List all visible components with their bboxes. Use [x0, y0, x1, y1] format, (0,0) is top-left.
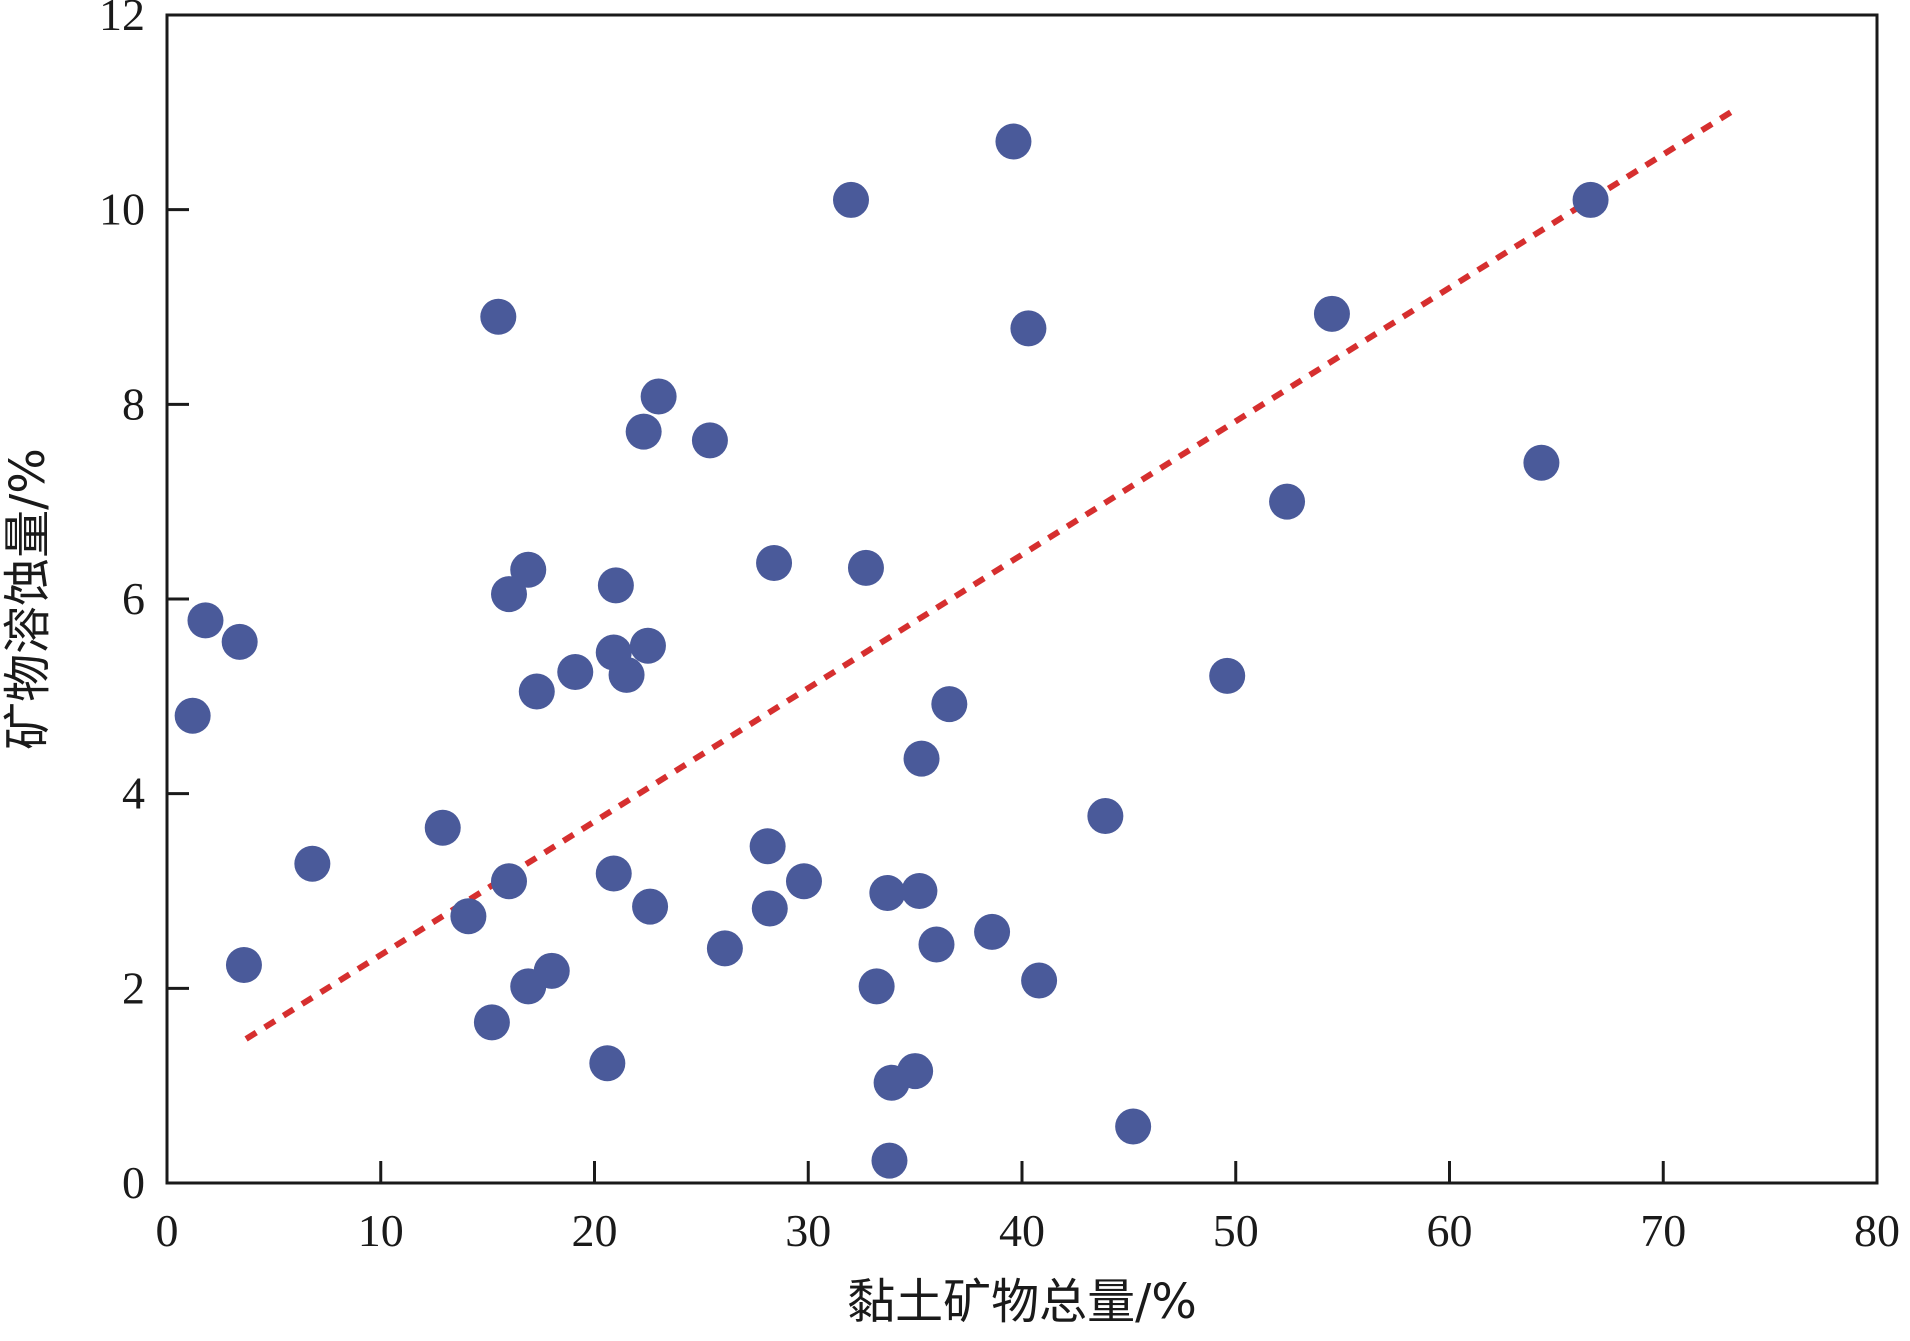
data-point: [174, 697, 211, 734]
data-point: [749, 828, 786, 865]
data-point: [424, 809, 461, 846]
x-tick-label: 40: [999, 1205, 1045, 1256]
data-point: [225, 946, 262, 983]
data-point: [1115, 1108, 1152, 1145]
data-point: [557, 654, 594, 690]
y-tick-label: 10: [99, 184, 145, 235]
data-point: [589, 1045, 626, 1082]
x-tick-label: 80: [1854, 1205, 1900, 1256]
data-point: [1572, 181, 1609, 218]
x-tick-label: 20: [572, 1205, 618, 1256]
data-point: [847, 549, 884, 586]
data-point: [595, 855, 632, 892]
data-point: [221, 623, 258, 660]
data-point: [1021, 962, 1058, 999]
data-point: [1010, 310, 1047, 347]
y-tick-label: 0: [122, 1157, 145, 1208]
data-point: [510, 551, 547, 588]
x-axis-title: 黏土矿物总量/%: [847, 1274, 1197, 1330]
data-point: [533, 952, 570, 989]
data-point: [491, 863, 527, 900]
data-point: [450, 898, 487, 935]
data-point: [1313, 295, 1350, 332]
x-tick-label: 60: [1427, 1205, 1473, 1256]
data-point: [625, 413, 662, 450]
data-point: [632, 888, 669, 925]
data-point: [1523, 444, 1560, 481]
y-tick-label: 12: [99, 0, 145, 40]
y-tick-label: 2: [122, 962, 145, 1013]
x-tick-label: 10: [358, 1205, 404, 1256]
y-tick-label: 6: [122, 573, 145, 624]
x-tick-label: 70: [1640, 1205, 1686, 1256]
x-axis: 0 10 20 30 40 50 60 70 80: [156, 1161, 1900, 1256]
data-point: [869, 874, 906, 911]
data-points: [174, 123, 1609, 1179]
plot-frame: [165, 13, 1879, 1185]
data-point: [785, 863, 822, 900]
data-point: [995, 123, 1032, 160]
data-point: [597, 567, 634, 604]
data-point: [1269, 483, 1306, 520]
data-point: [901, 873, 938, 909]
data-point: [1087, 798, 1124, 835]
y-tick-label: 8: [122, 378, 145, 429]
data-point: [918, 926, 955, 963]
data-point: [691, 422, 728, 459]
data-point: [480, 298, 517, 335]
data-point: [897, 1053, 934, 1090]
y-axis: 0 2 4 6 8 10 12: [99, 0, 189, 1208]
data-point: [931, 686, 968, 723]
data-point: [833, 181, 869, 218]
data-point: [903, 740, 940, 777]
data-point: [974, 913, 1011, 950]
data-point: [1209, 657, 1246, 694]
data-point: [756, 544, 793, 581]
data-point: [518, 673, 555, 710]
y-tick-label: 4: [122, 768, 145, 819]
y-axis-title: 矿物溶蚀量/%: [0, 448, 56, 750]
x-tick-label: 30: [785, 1205, 831, 1256]
data-point: [871, 1142, 908, 1179]
data-point: [473, 1004, 510, 1041]
x-tick-label: 50: [1213, 1205, 1259, 1256]
data-point: [491, 576, 527, 613]
x-tick-label: 0: [156, 1205, 179, 1256]
data-point: [751, 890, 788, 927]
data-point: [706, 930, 743, 967]
data-point: [640, 378, 677, 415]
data-point: [608, 656, 645, 693]
data-point: [294, 845, 331, 882]
data-point: [858, 968, 895, 1005]
data-point: [629, 627, 666, 664]
data-point: [187, 602, 224, 639]
